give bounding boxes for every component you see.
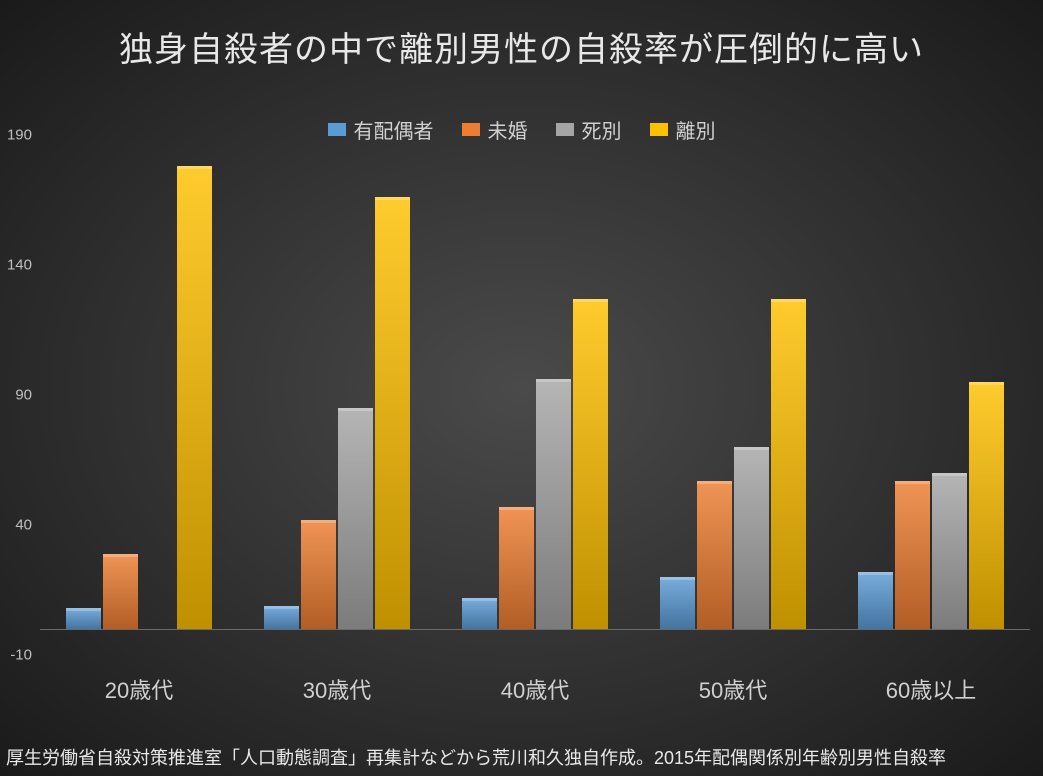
bar-face [895,481,930,629]
y-tick-label: -10 [10,647,32,664]
bar [536,379,571,629]
bar [375,197,410,629]
bar [932,473,967,629]
bar [66,608,101,629]
bar-face [301,520,336,629]
bar-face [499,507,534,629]
y-tick-label: 40 [15,517,32,534]
bar [264,606,299,629]
bar-face [932,473,967,629]
y-axis: -10 40 90 140 190 [0,0,40,776]
y-tick-label: 140 [7,257,32,274]
bar [734,447,769,629]
bar-face [177,166,212,629]
bar-group [264,135,410,655]
bar [301,520,336,629]
bar [462,598,497,629]
bar [499,507,534,629]
bar-face [338,408,373,629]
bar-face [264,606,299,629]
chart-footer: 厚生労働省自殺対策推進室「人口動態調査」再集計などから荒川和久独自作成。2015… [6,744,1037,770]
bar-face [375,197,410,629]
bar-group [66,135,212,655]
plot-area [40,135,1030,655]
y-tick-label: 90 [15,387,32,404]
x-tick-label: 40歳代 [501,673,569,705]
y-tick-label: 190 [7,127,32,144]
bar-face [66,608,101,629]
bar-group [462,135,608,655]
bar-group [858,135,1004,655]
bar-face [103,554,138,629]
bar [573,299,608,629]
bar-face [536,379,571,629]
bar [771,299,806,629]
bar-face [858,572,893,629]
bar-face [734,447,769,629]
bar-face [771,299,806,629]
bar [177,166,212,629]
bar [858,572,893,629]
x-tick-label: 20歳代 [105,673,173,705]
bar [103,554,138,629]
bar-face [697,481,732,629]
bar [338,408,373,629]
bar-face [462,598,497,629]
bar-group [660,135,806,655]
bar [969,382,1004,629]
bar-face [660,577,695,629]
bar [660,577,695,629]
x-tick-label: 50歳代 [699,673,767,705]
chart-title: 独身自殺者の中で離別男性の自殺率が圧倒的に高い [0,22,1043,71]
x-tick-label: 60歳以上 [886,673,976,705]
bar-face [573,299,608,629]
bar-face [969,382,1004,629]
x-tick-label: 30歳代 [303,673,371,705]
bar [697,481,732,629]
bar [895,481,930,629]
